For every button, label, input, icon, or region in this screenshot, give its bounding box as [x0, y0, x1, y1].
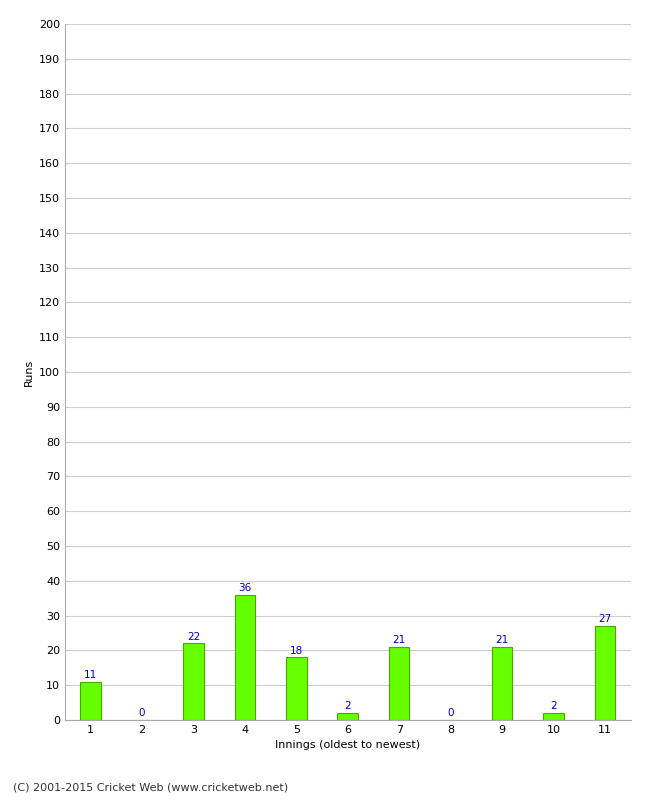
Bar	[543, 713, 564, 720]
Bar	[235, 594, 255, 720]
Text: 21: 21	[495, 635, 508, 645]
Y-axis label: Runs: Runs	[23, 358, 33, 386]
Text: 18: 18	[290, 646, 303, 656]
Bar	[286, 658, 307, 720]
Text: 21: 21	[393, 635, 406, 645]
X-axis label: Innings (oldest to newest): Innings (oldest to newest)	[275, 741, 421, 750]
Text: 0: 0	[447, 708, 454, 718]
Bar	[337, 713, 358, 720]
Text: 2: 2	[550, 702, 556, 711]
Text: 22: 22	[187, 632, 200, 642]
Text: 2: 2	[344, 702, 351, 711]
Bar	[491, 647, 512, 720]
Text: 11: 11	[84, 670, 98, 680]
Text: (C) 2001-2015 Cricket Web (www.cricketweb.net): (C) 2001-2015 Cricket Web (www.cricketwe…	[13, 782, 288, 792]
Bar	[81, 682, 101, 720]
Bar	[595, 626, 615, 720]
Bar	[183, 643, 204, 720]
Bar	[389, 647, 410, 720]
Text: 36: 36	[239, 583, 252, 593]
Text: 27: 27	[598, 614, 612, 624]
Text: 0: 0	[139, 708, 146, 718]
